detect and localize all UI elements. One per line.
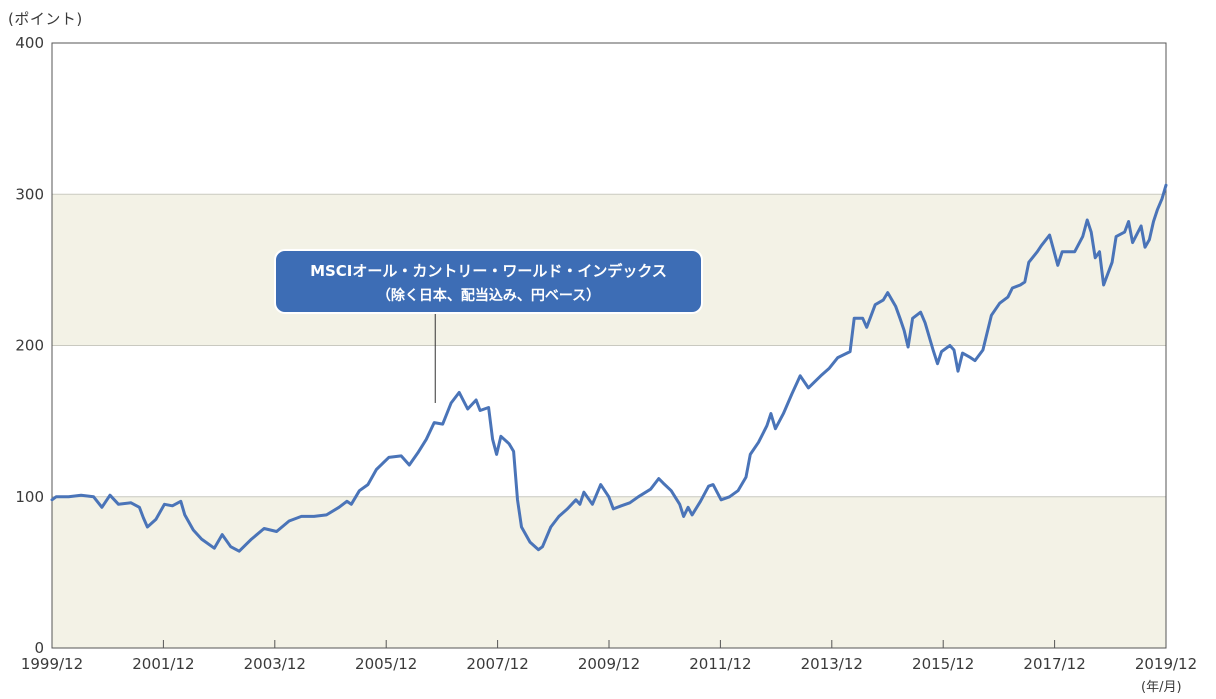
x-tick-label: 2001/12	[132, 655, 194, 673]
x-tick-label: 2009/12	[578, 655, 640, 673]
background-band	[52, 496, 1166, 648]
x-tick-label: 1999/12	[21, 655, 83, 673]
annotation-subtitle: （除く日本、配当込み、円ベース）	[377, 287, 600, 304]
background-band	[52, 345, 1166, 497]
x-axis-unit-label: (年/月)	[1141, 680, 1182, 695]
x-tick-label: 2015/12	[912, 655, 974, 673]
series-line	[50, 183, 1168, 553]
y-axis-unit-label: (ポイント)	[8, 10, 83, 28]
annotation-title: MSCIオール・カントリー・ワールド・インデックス	[310, 262, 667, 280]
background-band	[52, 43, 1166, 195]
x-tick-label: 2019/12	[1135, 655, 1197, 673]
x-tick-label: 2003/12	[244, 655, 306, 673]
x-tick-label: 2005/12	[355, 655, 417, 673]
y-tick-label: 0	[34, 639, 44, 657]
x-tick-label: 2007/12	[466, 655, 528, 673]
y-tick-label: 300	[15, 185, 44, 203]
x-tick-label: 2011/12	[689, 655, 751, 673]
y-tick-label: 100	[15, 488, 44, 506]
x-tick-label: 2017/12	[1023, 655, 1085, 673]
y-tick-label: 400	[15, 34, 44, 52]
annotation-box	[274, 249, 703, 314]
y-tick-label: 200	[15, 337, 44, 355]
x-tick-label: 2013/12	[801, 655, 863, 673]
